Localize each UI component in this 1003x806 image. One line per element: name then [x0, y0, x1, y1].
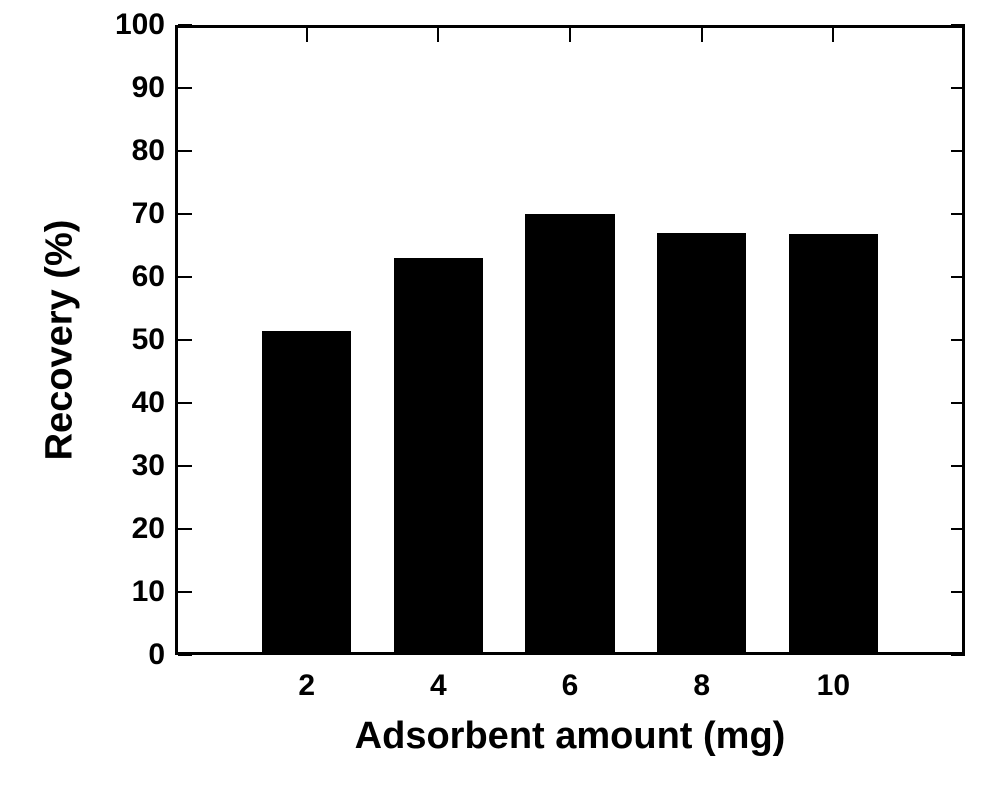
y-tick-mark — [951, 24, 965, 26]
y-tick-mark — [178, 150, 192, 152]
chart-container: Recovery (%) Adsorbent amount (mg) 0 10 20… — [0, 0, 1003, 806]
y-tick-label: 10 — [85, 575, 165, 609]
y-tick-label: 80 — [85, 134, 165, 168]
y-tick-mark — [178, 591, 192, 593]
y-tick-mark — [178, 528, 192, 530]
y-tick-mark — [951, 465, 965, 467]
x-tick-mark — [569, 641, 571, 655]
y-tick-label: 40 — [85, 386, 165, 420]
x-tick-mark — [306, 641, 308, 655]
x-tick-mark — [569, 28, 571, 42]
y-tick-label: 30 — [85, 449, 165, 483]
y-tick-mark — [951, 87, 965, 89]
y-tick-label: 0 — [85, 638, 165, 672]
y-tick-mark — [178, 87, 192, 89]
x-tick-mark — [832, 28, 834, 42]
bar — [394, 258, 484, 655]
y-tick-label: 100 — [85, 8, 165, 42]
x-tick-label: 6 — [562, 669, 579, 703]
y-tick-mark — [951, 654, 965, 656]
y-tick-mark — [951, 276, 965, 278]
y-tick-mark — [951, 339, 965, 341]
x-tick-label: 10 — [817, 669, 850, 703]
y-tick-mark — [178, 213, 192, 215]
bar — [657, 233, 747, 655]
y-tick-label: 60 — [85, 260, 165, 294]
y-tick-mark — [178, 465, 192, 467]
x-tick-label: 8 — [693, 669, 710, 703]
y-tick-mark — [178, 402, 192, 404]
y-axis-label: Recovery (%) — [39, 220, 82, 461]
bar — [525, 214, 615, 655]
y-tick-label: 90 — [85, 71, 165, 105]
y-tick-mark — [951, 402, 965, 404]
bar — [262, 331, 352, 655]
y-tick-mark — [951, 528, 965, 530]
y-tick-mark — [178, 24, 192, 26]
y-tick-mark — [178, 276, 192, 278]
x-tick-label: 2 — [298, 669, 315, 703]
y-tick-mark — [178, 654, 192, 656]
x-axis-label: Adsorbent amount (mg) — [355, 715, 786, 758]
y-tick-mark — [951, 591, 965, 593]
y-tick-mark — [178, 339, 192, 341]
x-tick-label: 4 — [430, 669, 447, 703]
x-tick-mark — [437, 641, 439, 655]
y-tick-mark — [951, 213, 965, 215]
x-tick-mark — [701, 28, 703, 42]
y-tick-label: 50 — [85, 323, 165, 357]
bar — [789, 234, 879, 655]
x-tick-mark — [832, 641, 834, 655]
x-tick-mark — [437, 28, 439, 42]
x-tick-mark — [306, 28, 308, 42]
y-tick-mark — [951, 150, 965, 152]
x-tick-mark — [701, 641, 703, 655]
y-tick-label: 20 — [85, 512, 165, 546]
y-tick-label: 70 — [85, 197, 165, 231]
